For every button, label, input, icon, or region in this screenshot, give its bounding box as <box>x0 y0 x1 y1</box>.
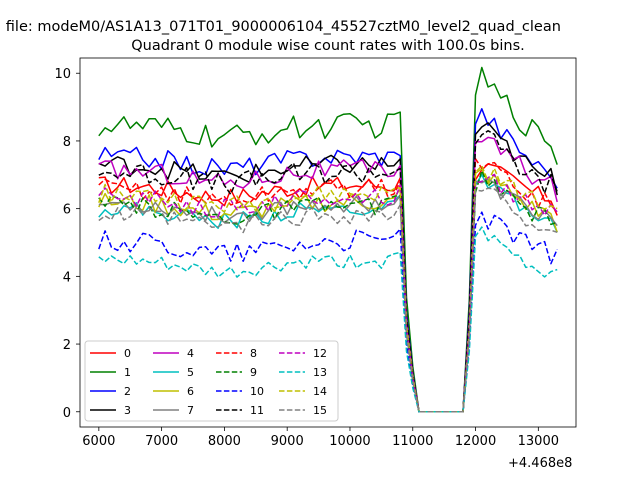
x-tick-label-6000: 6000 <box>82 434 115 449</box>
legend-label-15: 15 <box>313 404 327 417</box>
series-line-4 <box>98 136 558 413</box>
x-tick-label-11000: 11000 <box>392 434 433 449</box>
legend-label-8: 8 <box>250 347 257 360</box>
x-offset-label: +4.468e8 <box>508 456 572 471</box>
x-tick-label-12000: 12000 <box>455 434 496 449</box>
figure-suptitle: n file: modeM0/AS1A13_071T01_9000006104_… <box>0 19 561 35</box>
series-line-1 <box>98 66 558 413</box>
series-line-12 <box>98 173 558 413</box>
y-tick-label-0: 0 <box>63 406 71 421</box>
series-line-14 <box>98 164 558 413</box>
x-tick-label-10000: 10000 <box>329 434 370 449</box>
chart-title: Quadrant 0 module wise count rates with … <box>131 38 525 54</box>
axes-layer: 6000 7000 8000 9000 10000 11000 12000 13000 0 2 4 6… <box>54 57 577 449</box>
y-tick-label-6: 6 <box>63 203 71 218</box>
x-tick-label-13000: 13000 <box>518 434 559 449</box>
series-line-13 <box>98 226 558 413</box>
legend-label-3: 3 <box>124 404 131 417</box>
legend-label-1: 1 <box>124 366 131 379</box>
legend-label-11: 11 <box>250 404 264 417</box>
legend-label-4: 4 <box>187 347 194 360</box>
series-layer <box>98 66 558 413</box>
legend-label-5: 5 <box>187 366 194 379</box>
series-line-2 <box>98 108 558 413</box>
y-tick-label-2: 2 <box>63 338 71 353</box>
x-tick-label-9000: 9000 <box>271 434 304 449</box>
series-line-15 <box>98 187 558 413</box>
series-line-3 <box>98 122 558 413</box>
x-tick-label-7000: 7000 <box>145 434 178 449</box>
series-line-11 <box>98 130 558 413</box>
legend-label-9: 9 <box>250 366 257 379</box>
legend-label-0: 0 <box>124 347 131 360</box>
y-tick-label-10: 10 <box>54 67 71 82</box>
legend-label-10: 10 <box>250 385 264 398</box>
legend-label-7: 7 <box>187 404 194 417</box>
legend-label-2: 2 <box>124 385 131 398</box>
legend-label-12: 12 <box>313 347 327 360</box>
series-line-10 <box>98 211 558 413</box>
plot-frame <box>79 57 577 428</box>
y-tick-label-4: 4 <box>63 270 71 285</box>
y-tick-label-8: 8 <box>63 135 71 150</box>
series-line-8 <box>98 158 558 413</box>
legend-label-14: 14 <box>313 385 327 398</box>
series-line-7 <box>98 178 558 413</box>
legend-box <box>84 340 339 422</box>
legend-label-13: 13 <box>313 366 327 379</box>
series-line-0 <box>98 163 558 413</box>
legend-label-6: 6 <box>187 385 194 398</box>
x-tick-label-8000: 8000 <box>208 434 241 449</box>
